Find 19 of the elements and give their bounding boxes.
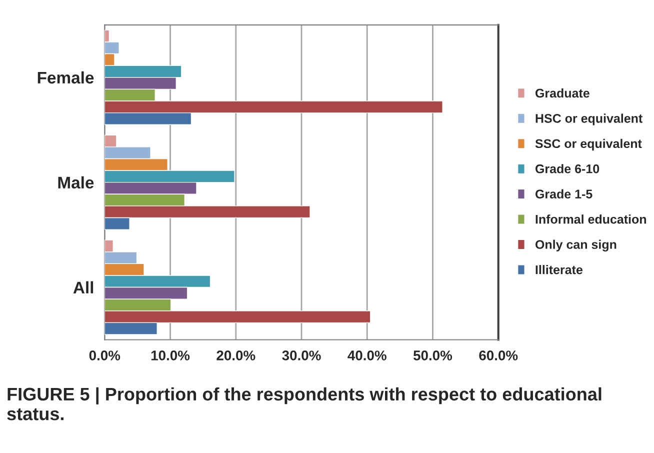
y-tick-label: All — [73, 281, 94, 294]
x-tick-label: 20.0% — [216, 350, 256, 360]
legend-label: Informal education — [536, 214, 646, 224]
x-tick-label: 60.0% — [479, 350, 518, 360]
legend-label: Only can sign — [535, 240, 616, 252]
x-tick-label: 0.0% — [89, 350, 120, 360]
x-tick-label: 30.0% — [282, 350, 321, 360]
text: FIGURE 5 | Proportion of the respondents with respect to educational status. — [7, 387, 602, 420]
legend-label: Grade 1-5 — [535, 189, 592, 198]
y-tick-label: Male — [58, 176, 94, 189]
legend-label: Graduate — [535, 88, 590, 98]
x-tick-label: 50.0% — [413, 350, 452, 360]
legend-label: HSC or equivalent — [536, 114, 642, 126]
legend-label: Grade 6-10 — [535, 164, 600, 174]
legend-label: SSC or equivalent — [535, 138, 642, 151]
x-tick-label: 10.0% — [151, 350, 190, 360]
x-tick-label: 40.0% — [348, 350, 386, 360]
legend-label: Illiterate — [536, 265, 582, 274]
y-tick-label: Female — [38, 71, 94, 84]
